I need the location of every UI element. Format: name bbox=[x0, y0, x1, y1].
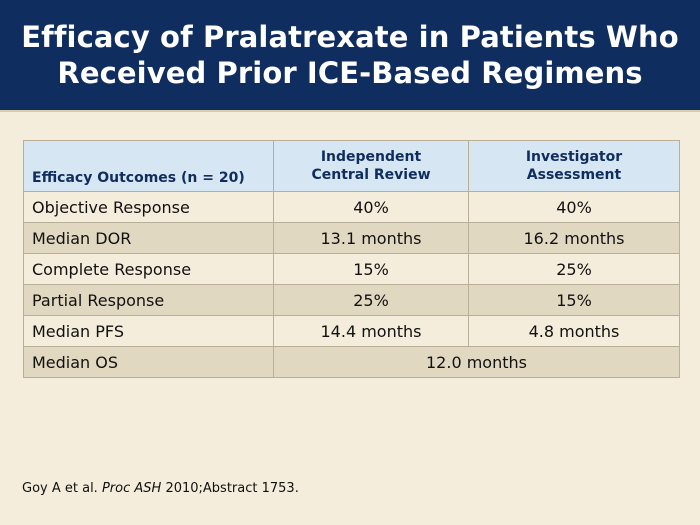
table-row-median-os: Median OS 12.0 months bbox=[23, 346, 680, 378]
independent-value: 13.1 months bbox=[273, 222, 469, 254]
header-independent-line-1: Independent bbox=[320, 149, 422, 165]
table-row-complete-response: Complete Response 15% 25% bbox=[23, 253, 680, 285]
title-divider bbox=[0, 110, 700, 112]
citation: Goy A et al. Proc ASH 2010;Abstract 1753… bbox=[22, 481, 299, 496]
citation-details: 2010;Abstract 1753. bbox=[165, 481, 299, 496]
table-row-median-pfs: Median PFS 14.4 months 4.8 months bbox=[23, 315, 680, 347]
table-row-median-dor: Median DOR 13.1 months 16.2 months bbox=[23, 222, 680, 254]
independent-value: 15% bbox=[273, 253, 469, 285]
row-label: Objective Response bbox=[23, 191, 274, 223]
slide-title-bar: Efficacy of Pralatrexate in Patients Who… bbox=[0, 0, 700, 110]
table-row-objective-response: Objective Response 40% 40% bbox=[23, 191, 680, 223]
header-investigator-assessment: Investigator Assessment bbox=[468, 140, 680, 192]
independent-value: 25% bbox=[273, 284, 469, 316]
header-independent-line-2: Central Review bbox=[311, 167, 431, 183]
efficacy-table-body: Objective Response 40% 40% Median DOR 13… bbox=[23, 191, 680, 378]
table-row-partial-response: Partial Response 25% 15% bbox=[23, 284, 680, 316]
merged-value: 12.0 months bbox=[273, 346, 680, 378]
header-row: Efficacy Outcomes (n = 20) Independent C… bbox=[23, 140, 680, 192]
row-label: Partial Response bbox=[23, 284, 274, 316]
independent-value: 40% bbox=[273, 191, 469, 223]
independent-value: 14.4 months bbox=[273, 315, 469, 347]
row-label: Complete Response bbox=[23, 253, 274, 285]
header-independent-central-review: Independent Central Review bbox=[273, 140, 469, 192]
investigator-value: 25% bbox=[468, 253, 680, 285]
investigator-value: 15% bbox=[468, 284, 680, 316]
slide-title-line-1: Efficacy of Pralatrexate in Patients Who bbox=[21, 20, 679, 54]
header-efficacy-outcomes: Efficacy Outcomes (n = 20) bbox=[23, 140, 274, 192]
row-label: Median OS bbox=[23, 346, 274, 378]
investigator-value: 16.2 months bbox=[468, 222, 680, 254]
row-label: Median DOR bbox=[23, 222, 274, 254]
header-investigator-line-2: Assessment bbox=[526, 167, 622, 183]
row-label: Median PFS bbox=[23, 315, 274, 347]
citation-authors: Goy A et al. bbox=[22, 481, 98, 496]
investigator-value: 40% bbox=[468, 191, 680, 223]
slide-title: Efficacy of Pralatrexate in Patients Who… bbox=[21, 19, 679, 91]
efficacy-table: Efficacy Outcomes (n = 20) Independent C… bbox=[23, 140, 680, 378]
header-investigator-line-1: Investigator bbox=[525, 149, 623, 165]
efficacy-table-header: Efficacy Outcomes (n = 20) Independent C… bbox=[23, 140, 680, 192]
slide-title-line-2: Received Prior ICE-Based Regimens bbox=[57, 56, 643, 90]
citation-journal: Proc ASH bbox=[101, 481, 162, 496]
investigator-value: 4.8 months bbox=[468, 315, 680, 347]
